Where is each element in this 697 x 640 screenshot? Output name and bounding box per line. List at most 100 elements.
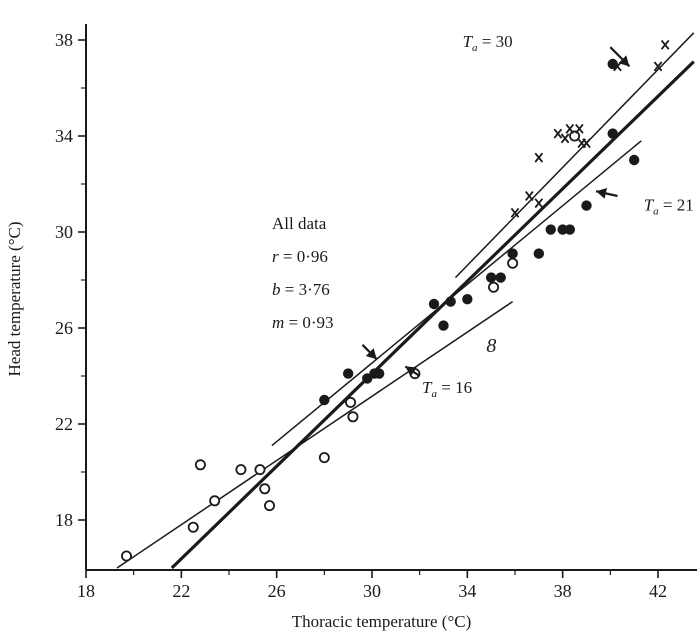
open-circle-point: [507, 257, 519, 269]
x-tick-label: 42: [649, 581, 667, 601]
x-tick-label: 18: [77, 581, 95, 601]
x-tick-label: 38: [554, 581, 572, 601]
cross-stroke: [582, 138, 591, 149]
open-circle-point: [121, 550, 133, 562]
filled-circle-point: [581, 200, 592, 211]
cross-point: [534, 198, 544, 209]
axes: 18 22 26 30 34 38 42 18 22 26 30 34 38 Thoracic tempe…: [5, 24, 697, 631]
ta-symbol: T: [422, 378, 433, 397]
x-tick-label: 34: [458, 581, 476, 601]
cross-stroke: [653, 61, 663, 72]
regression-line: [170, 60, 695, 570]
y-axis-title: Head temperature (°C): [5, 221, 24, 376]
filled-circle-point: [438, 320, 449, 331]
y-tick-label: 22: [55, 414, 73, 434]
regression-lines: [116, 32, 695, 570]
arrow-head: [618, 55, 630, 67]
open-circle-point: [194, 459, 206, 471]
stats-line: r = 0·96: [272, 247, 328, 266]
ta-value: = 16: [437, 378, 472, 397]
cross-point: [565, 123, 575, 134]
cross-point: [660, 39, 670, 50]
open-circle-point: [569, 130, 581, 142]
ta-arrow: [609, 46, 631, 68]
filled-circle-point: [445, 296, 456, 307]
open-circle-point: [347, 411, 359, 423]
open-circle-point: [187, 521, 199, 533]
stats-line: All data: [272, 214, 327, 233]
regression-line: [271, 140, 642, 447]
ta-label: Ta = 21: [644, 195, 694, 217]
x-axis-title: Thoracic temperature (°C): [292, 612, 472, 631]
filled-circle-point: [533, 248, 545, 259]
data-points: [121, 39, 670, 562]
stat-symbol: b: [272, 280, 281, 299]
filled-circle-point: [495, 272, 506, 283]
cross-point: [582, 138, 591, 149]
cross-stroke: [534, 198, 544, 209]
open-circle-point: [259, 483, 271, 495]
regression-line: [454, 32, 695, 279]
ta-value: = 21: [659, 195, 694, 214]
y-tick-label: 18: [55, 510, 73, 530]
cross-point: [653, 61, 663, 72]
glyph-8: 8: [486, 335, 496, 357]
cross-stroke: [525, 191, 534, 201]
y-tick-label: 38: [55, 30, 73, 50]
filled-circle-point: [607, 128, 618, 139]
filled-circle-point: [373, 368, 385, 379]
filled-circle-point: [628, 154, 640, 166]
cross-point: [510, 207, 520, 218]
filled-circle-point: [342, 368, 354, 379]
open-circle-point: [318, 452, 330, 464]
ta-subscript: a: [432, 388, 438, 400]
filled-circle-point: [607, 58, 618, 70]
filled-circle-point: [545, 224, 556, 235]
filled-circle-point: [507, 248, 518, 259]
ta-symbol: T: [463, 32, 474, 51]
stats-arrow: [361, 344, 378, 360]
cross-stroke: [575, 123, 584, 134]
cross-point: [575, 123, 584, 134]
y-tick-label: 26: [55, 318, 73, 338]
filled-circle-point: [428, 298, 440, 310]
x-tick-label: 30: [363, 581, 381, 601]
ta-symbol: T: [644, 195, 655, 214]
cross-point: [553, 128, 563, 139]
y-tick-label: 30: [55, 222, 73, 242]
filled-circle-point: [564, 224, 576, 235]
arrow-head: [596, 188, 607, 199]
stats-line: m = 0·93: [272, 313, 334, 332]
stat-value: = 0·93: [284, 313, 333, 332]
stats-line: b = 3·76: [272, 280, 330, 299]
filled-circle-point: [557, 224, 568, 235]
ta-arrow: [404, 365, 421, 377]
stat-value: = 3·76: [281, 280, 330, 299]
stat-symbol: m: [272, 313, 284, 332]
filled-circle-point: [462, 294, 473, 305]
ta-label: Ta = 30: [463, 32, 513, 54]
filled-circle-point: [319, 394, 330, 406]
cross-stroke: [510, 207, 520, 218]
arrow-head: [405, 366, 417, 377]
y-tick-label: 34: [55, 126, 73, 146]
cross-stroke: [534, 152, 544, 163]
cross-point: [534, 152, 544, 163]
open-circle-point: [209, 495, 221, 507]
open-circle-point: [235, 464, 247, 476]
cross-point: [560, 133, 570, 144]
cross-stroke: [660, 39, 670, 50]
regression-line: [116, 300, 514, 569]
ta-subscript: a: [653, 205, 659, 217]
x-tick-label: 26: [268, 581, 286, 601]
open-circle-point: [345, 396, 357, 408]
cross-stroke: [553, 128, 563, 139]
stat-value: = 0·96: [279, 247, 328, 266]
arrow-head: [365, 348, 377, 360]
ta-label: Ta = 16: [422, 378, 472, 400]
cross-stroke: [565, 123, 575, 134]
stat-symbol: r: [272, 247, 279, 266]
open-circle-point: [254, 464, 266, 476]
